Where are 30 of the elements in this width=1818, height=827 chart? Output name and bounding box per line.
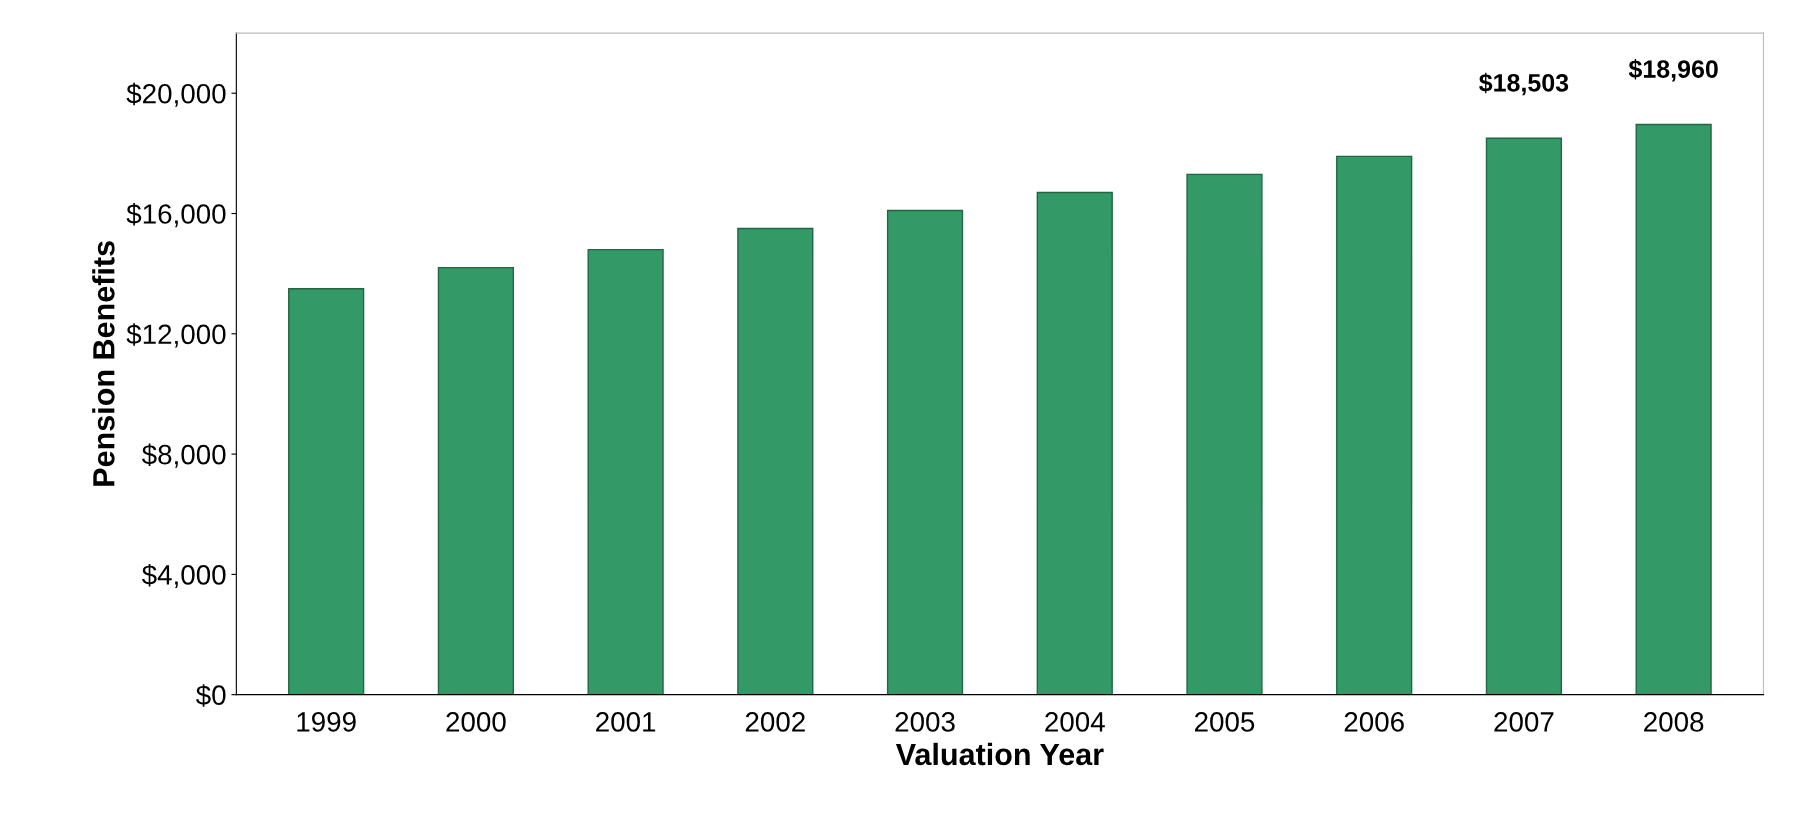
bar xyxy=(1485,137,1563,695)
x-tick-label: 2001 xyxy=(596,712,656,732)
bar xyxy=(1036,191,1113,695)
bar xyxy=(1186,173,1263,695)
x-tick-label: 2007 xyxy=(1494,712,1554,732)
y-tick-label: $16,000 xyxy=(126,203,226,228)
x-tick-label: 2002 xyxy=(745,712,805,732)
y-tick-label: $8,000 xyxy=(141,443,226,468)
x-tick-label: 2005 xyxy=(1194,712,1255,732)
x-axis-title: Valuation Year xyxy=(895,742,1104,766)
data-label: $18,960 xyxy=(1628,59,1718,82)
y-tick-label: $4,000 xyxy=(141,563,226,589)
x-tick-label: 1999 xyxy=(297,712,356,732)
bar xyxy=(288,288,365,695)
bar xyxy=(886,209,964,695)
y-axis-title: Pension Benefits xyxy=(92,241,115,486)
x-tick-label: 2003 xyxy=(895,712,955,732)
y-tick-label: $12,000 xyxy=(126,323,226,348)
bar xyxy=(587,248,664,695)
x-tick-label: 2008 xyxy=(1644,712,1704,732)
y-tick-label: $0 xyxy=(196,684,226,707)
x-tick-label: 2000 xyxy=(446,712,506,732)
bar xyxy=(1635,123,1712,695)
y-tick-label: $20,000 xyxy=(126,82,226,107)
bar xyxy=(437,266,515,695)
x-tick-label: 2006 xyxy=(1344,712,1404,732)
data-label: $18,503 xyxy=(1479,72,1569,96)
bar xyxy=(1336,155,1413,695)
x-tick-label: 2004 xyxy=(1045,712,1105,732)
bar xyxy=(737,227,814,695)
